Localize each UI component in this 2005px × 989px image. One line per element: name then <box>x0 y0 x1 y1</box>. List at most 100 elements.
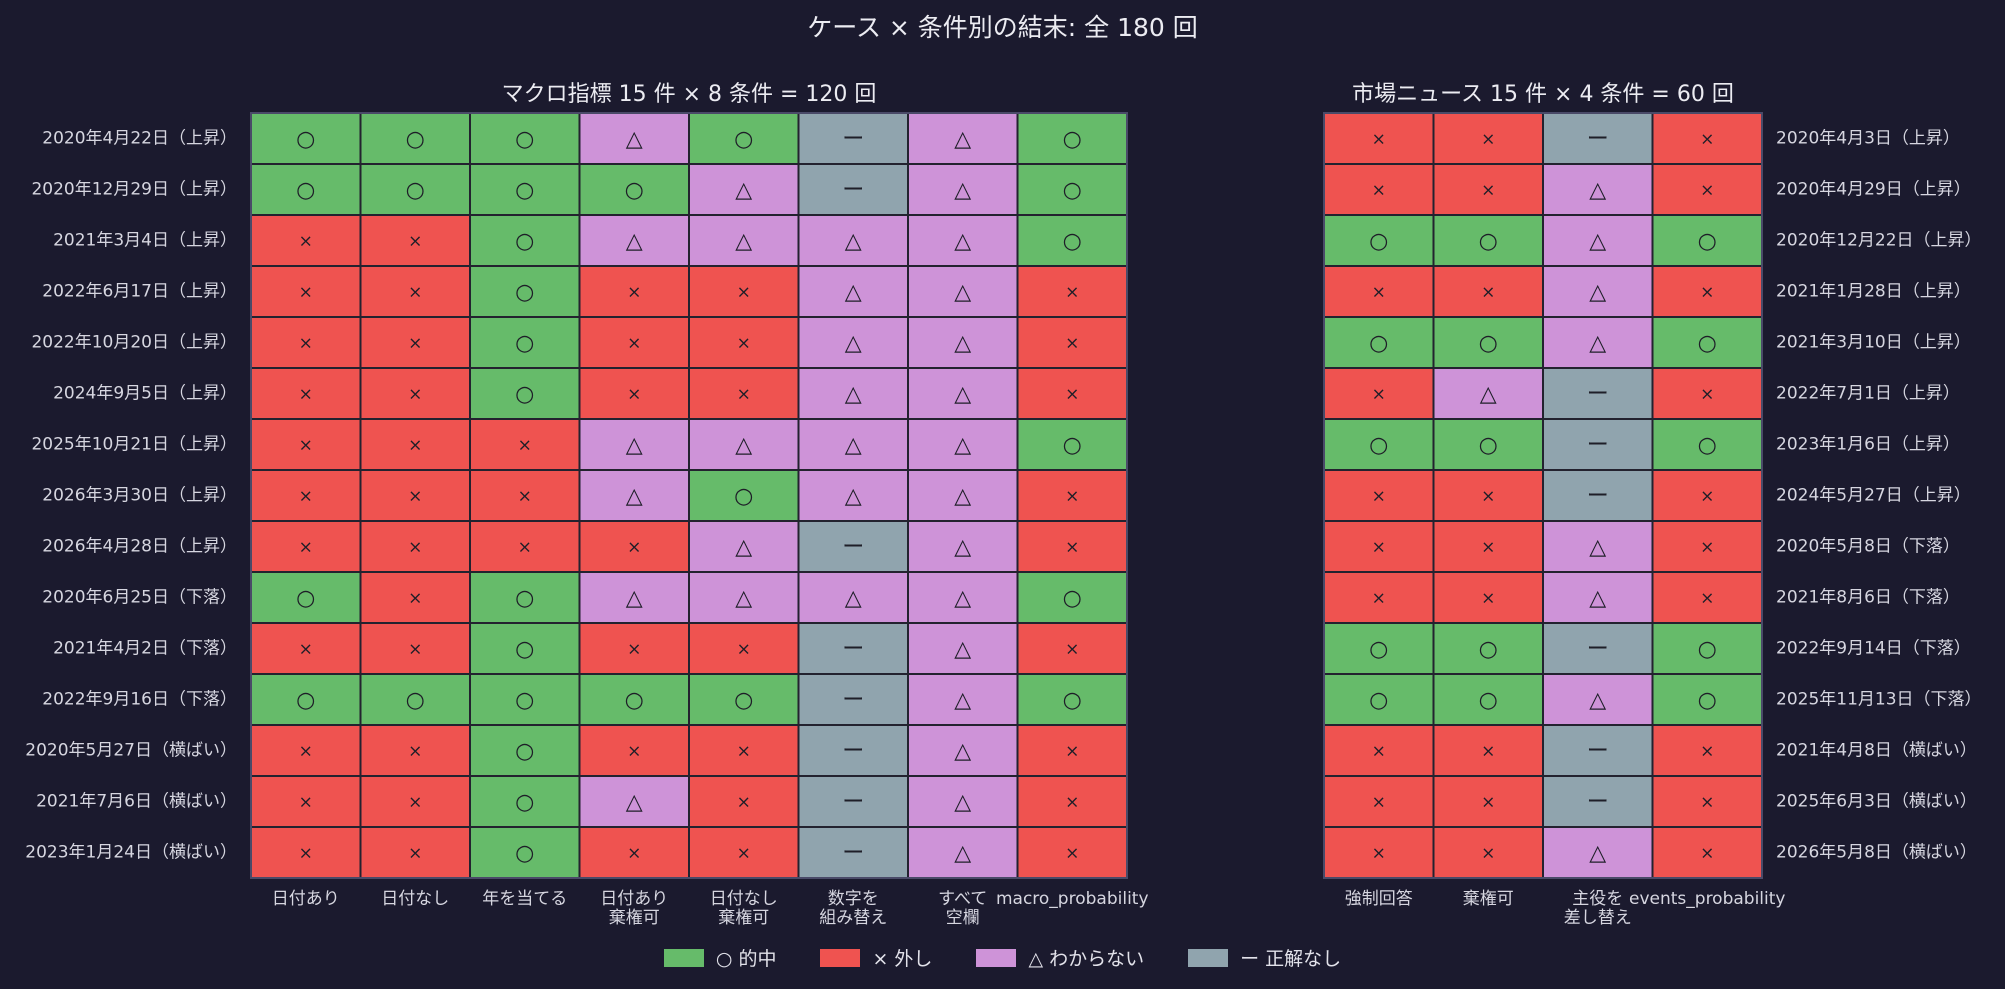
column-tick-label: すべて空欄 <box>938 889 987 928</box>
legend: ○ 的中 × 外し △ わからない ー 正解なし <box>0 944 2005 971</box>
heatmap-cell-symbol: × <box>1700 793 1714 813</box>
heatmap-cell-miss <box>688 724 800 777</box>
legend-label-miss: × 外し <box>872 948 933 970</box>
column-tick-label: 棄権可 <box>1463 889 1514 909</box>
heatmap-cell-hit <box>359 163 471 216</box>
heatmap-cell-symbol: × <box>299 334 313 354</box>
heatmap-cell-symbol: ○ <box>406 688 425 713</box>
heatmap-cell-symbol: ○ <box>515 637 534 662</box>
legend-label-hit: ○ 的中 <box>715 948 777 970</box>
heatmap-cell-symbol: ○ <box>734 127 753 152</box>
heatmap-cell-symbol: ○ <box>1698 331 1717 356</box>
column-tick-label: macro_probability <box>996 889 1149 909</box>
heatmap-cell-symbol: ○ <box>515 841 534 866</box>
heatmap-cell-symbol: △ <box>954 586 971 611</box>
heatmap-cell-symbol: ○ <box>515 382 534 407</box>
heatmap-cell-symbol: × <box>1700 844 1714 864</box>
heatmap-cell-symbol: × <box>518 538 532 558</box>
heatmap-cell-symbol: ○ <box>1063 178 1082 203</box>
heatmap-cell-symbol: × <box>627 742 641 762</box>
heatmap-cell-symbol: △ <box>954 331 971 356</box>
heatmap-cell-symbol: × <box>299 742 313 762</box>
column-tick-label-line: 棄権可 <box>609 908 660 928</box>
heatmap-cell-miss <box>250 214 362 267</box>
heatmap-cell-miss <box>1016 469 1128 522</box>
row-tick-label: 2025年11月13日（下落） <box>1776 690 1982 710</box>
heatmap-cell-symbol: × <box>1065 640 1079 660</box>
heatmap-cell-miss <box>359 724 471 777</box>
heatmap-cell-symbol: ○ <box>734 484 753 509</box>
heatmap-cell-symbol: × <box>737 742 751 762</box>
heatmap-cell-symbol: △ <box>1480 382 1497 407</box>
heatmap-cell-symbol: △ <box>1589 586 1606 611</box>
heatmap-cell-none <box>1542 775 1654 828</box>
heatmap-cell-hit <box>1016 418 1128 471</box>
heatmap-cell-hit <box>469 214 581 267</box>
heatmap-cell-unknown <box>797 571 909 624</box>
heatmap-cell-symbol: ー <box>1587 484 1609 509</box>
heatmap-cell-symbol: ー <box>842 127 864 152</box>
legend-label-none: ー 正解なし <box>1240 948 1342 970</box>
row-tick-label: 2025年10月21日（上昇） <box>31 435 237 455</box>
heatmap-cell-symbol: × <box>1065 385 1079 405</box>
heatmap-cell-symbol: △ <box>735 535 752 560</box>
heatmap-cell-symbol: ○ <box>515 178 534 203</box>
heatmap-cell-miss <box>578 367 690 420</box>
heatmap-cell-symbol: × <box>1481 130 1495 150</box>
heatmap-cell-hit <box>1016 673 1128 726</box>
heatmap-cell-symbol: × <box>627 640 641 660</box>
column-tick-label: 日付あり棄権可 <box>600 889 668 928</box>
heatmap-cell-symbol: ○ <box>1063 229 1082 254</box>
row-tick-label: 2020年5月27日（横ばい） <box>25 741 237 761</box>
column-tick-label-line: 日付なし <box>381 889 449 909</box>
heatmap-cell-miss <box>1651 520 1763 573</box>
heatmap-cell-symbol: ー <box>842 535 864 560</box>
chart-title: ケース × 条件別の結末: 全 180 回 <box>807 13 1198 42</box>
heatmap-cell-hit <box>469 826 581 879</box>
heatmap-cell-miss <box>578 520 690 573</box>
row-tick-label: 2022年6月17日（上昇） <box>42 282 237 302</box>
heatmap-cell-symbol: × <box>1481 538 1495 558</box>
heatmap-cell-symbol: × <box>1481 793 1495 813</box>
heatmap-cell-symbol: △ <box>954 433 971 458</box>
heatmap-cell-symbol: △ <box>954 535 971 560</box>
heatmap-cell-symbol: × <box>1372 181 1386 201</box>
heatmap-cell-miss <box>1323 163 1435 216</box>
column-tick-label-line: macro_probability <box>996 889 1149 909</box>
heatmap-cell-symbol: × <box>1481 181 1495 201</box>
heatmap-cell-unknown <box>907 724 1019 777</box>
heatmap-cell-symbol: × <box>627 334 641 354</box>
heatmap-cell-hit <box>469 367 581 420</box>
heatmap-cell-unknown <box>1542 673 1654 726</box>
heatmap-cell-symbol: ○ <box>515 688 534 713</box>
heatmap-cell-symbol: △ <box>954 739 971 764</box>
heatmap-cell-none <box>1542 418 1654 471</box>
heatmap-cell-symbol: × <box>1481 283 1495 303</box>
heatmap-cell-unknown <box>688 163 800 216</box>
heatmap-cell-symbol: △ <box>1589 688 1606 713</box>
heatmap-cell-unknown <box>907 775 1019 828</box>
heatmap-cell-symbol: × <box>737 793 751 813</box>
heatmap-cell-symbol: × <box>408 334 422 354</box>
heatmap-cell-symbol: △ <box>1589 841 1606 866</box>
heatmap-cell-symbol: ○ <box>515 229 534 254</box>
heatmap-cell-symbol: × <box>1700 181 1714 201</box>
heatmap-cell-symbol: × <box>1700 283 1714 303</box>
heatmap-cell-symbol: × <box>408 793 422 813</box>
row-tick-label: 2021年1月28日（上昇） <box>1776 282 1971 302</box>
heatmap-cell-symbol: ○ <box>1369 433 1388 458</box>
heatmap-cell-symbol: × <box>1372 793 1386 813</box>
heatmap-cell-unknown <box>907 214 1019 267</box>
column-tick-label-line: すべて <box>938 889 987 909</box>
heatmap-cell-none <box>797 622 909 675</box>
heatmap-cell-symbol: △ <box>954 127 971 152</box>
heatmap-cell-symbol: × <box>1065 487 1079 507</box>
heatmap-cell-symbol: ○ <box>296 178 315 203</box>
heatmap-cell-hit <box>469 724 581 777</box>
heatmap-cell-symbol: × <box>1700 589 1714 609</box>
heatmap-cell-symbol: × <box>1700 538 1714 558</box>
row-tick-label: 2021年7月6日（横ばい） <box>36 792 237 812</box>
row-tick-label: 2022年9月14日（下落） <box>1776 639 1971 659</box>
heatmap-cell-symbol: × <box>299 640 313 660</box>
heatmap-cell-symbol: △ <box>954 280 971 305</box>
